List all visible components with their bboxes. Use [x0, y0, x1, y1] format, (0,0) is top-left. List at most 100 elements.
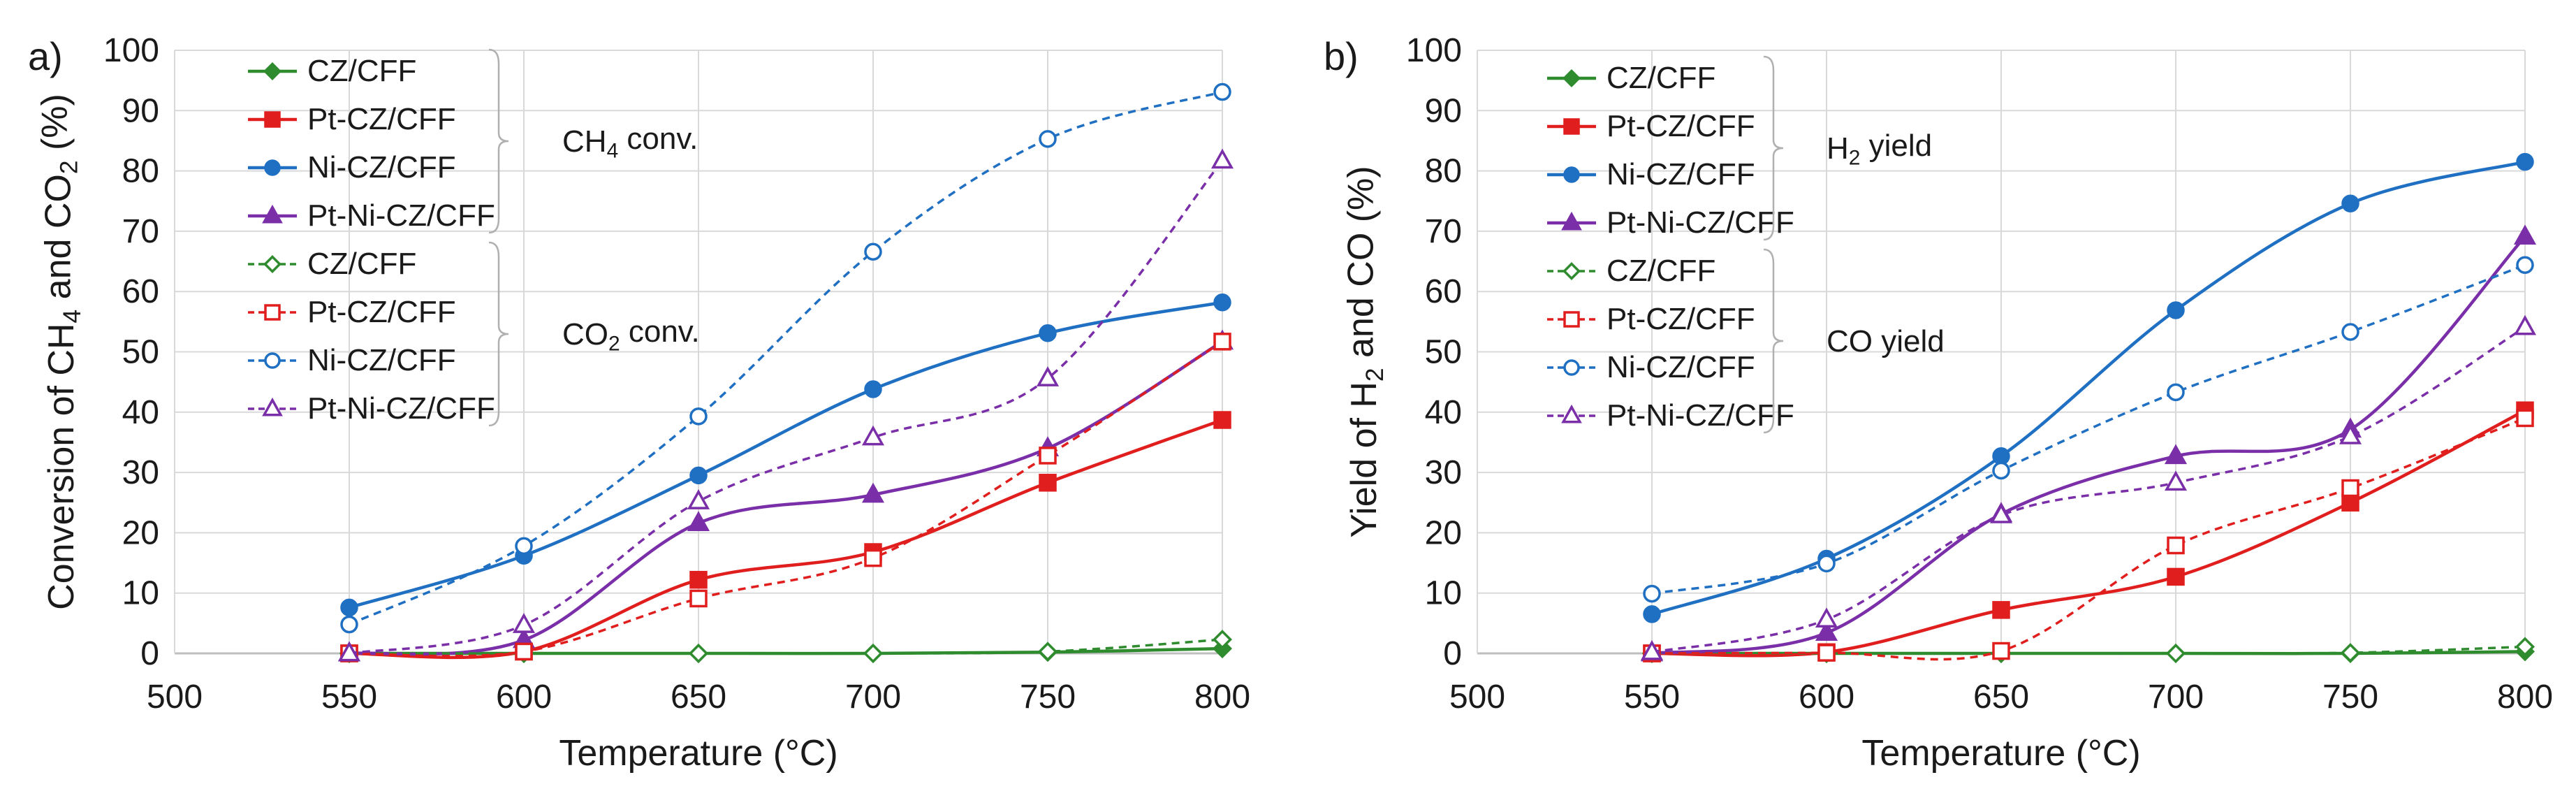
data-point — [1036, 366, 1060, 386]
y-tick-label: 40 — [122, 394, 159, 431]
legend-label: CZ/CFF — [307, 247, 416, 281]
y-tick-label: 30 — [1425, 454, 1462, 491]
subscript: 2 — [55, 160, 82, 174]
group-brace — [488, 241, 509, 427]
legend-marker — [264, 159, 281, 176]
data-point — [2513, 314, 2537, 335]
subscript: 4 — [59, 310, 86, 324]
data-point — [515, 537, 533, 556]
series-line — [1651, 160, 2526, 616]
data-point — [2167, 536, 2185, 555]
series-line — [1651, 326, 2526, 653]
data-point — [2165, 643, 2186, 664]
series-line — [1652, 650, 2526, 655]
text-part: CH — [562, 124, 607, 159]
x-tick-label: 700 — [2148, 679, 2204, 716]
text-part: CO — [562, 317, 608, 351]
subscript: 2 — [1849, 146, 1861, 169]
series-line — [1651, 263, 2526, 595]
group-label: CO yield — [1827, 324, 1945, 358]
y-tick-label: 20 — [122, 514, 159, 551]
legend-marker — [263, 255, 281, 273]
x-tick-label: 500 — [147, 679, 203, 716]
data-point — [2164, 470, 2188, 491]
legend-label: Pt-CZ/CFF — [307, 102, 456, 136]
group-brace — [488, 48, 509, 234]
legend-label: Ni-CZ/CFF — [1607, 157, 1755, 191]
data-point — [2341, 323, 2359, 341]
series-solid-ni-cz-cff — [1643, 152, 2534, 623]
panel-label: a) — [28, 34, 63, 78]
series-line — [349, 90, 1223, 626]
data-point — [864, 242, 882, 261]
text-part: Yield of H — [1344, 382, 1384, 538]
data-point — [1817, 644, 1836, 662]
data-point — [1640, 639, 1664, 660]
x-tick-label: 750 — [1020, 679, 1076, 716]
series-group — [337, 82, 1234, 664]
data-point — [1643, 605, 1661, 623]
data-point — [1037, 641, 1058, 662]
y-tick-label: 90 — [1425, 92, 1462, 129]
data-point — [1992, 447, 2010, 465]
data-point — [340, 598, 358, 617]
group-braces: CH4 conv.CO2 conv. — [488, 48, 700, 427]
y-tick-label: 60 — [1425, 273, 1462, 310]
y-tick-label: 10 — [122, 575, 159, 612]
data-point — [2341, 479, 2359, 498]
legend-item: CZ/CFF — [248, 247, 416, 281]
legend-item: Pt-Ni-CZ/CFF — [248, 391, 495, 426]
data-point — [1213, 333, 1231, 351]
data-point — [340, 615, 358, 634]
x-tick-label: 800 — [1194, 679, 1250, 716]
legend-item: Pt-CZ/CFF — [1547, 109, 1755, 143]
data-point — [689, 466, 708, 485]
x-tick-label: 500 — [1449, 679, 1505, 716]
legend-item: Ni-CZ/CFF — [1547, 157, 1755, 191]
data-point — [863, 643, 884, 664]
data-point — [1817, 554, 1836, 573]
legend-marker — [264, 304, 281, 321]
series-dashed-cz-cff — [1641, 637, 2535, 664]
data-point — [1039, 474, 1057, 492]
legend-item: CZ/CFF — [248, 54, 416, 88]
series-dashed-pt-cz-cff — [1643, 409, 2534, 662]
y-tick-label: 50 — [1425, 334, 1462, 371]
legend-label: Ni-CZ/CFF — [1607, 350, 1755, 384]
data-point — [337, 641, 361, 662]
legend-label: CZ/CFF — [1607, 254, 1715, 288]
y-tick-label: 90 — [122, 92, 159, 129]
legend-item: Pt-CZ/CFF — [248, 295, 456, 329]
data-point — [864, 549, 882, 567]
subscript: 2 — [608, 332, 620, 355]
series-line — [1651, 416, 2526, 661]
x-tick-label: 600 — [496, 679, 552, 716]
subscript: 4 — [607, 139, 619, 162]
legend-item: Pt-Ni-CZ/CFF — [1547, 398, 1794, 433]
legend-marker — [264, 111, 281, 128]
series-line — [349, 159, 1224, 655]
data-point — [2516, 409, 2534, 428]
data-point — [689, 589, 708, 608]
series-solid-ni-cz-cff — [340, 293, 1231, 617]
data-point — [2515, 637, 2535, 657]
legend-label: Pt-Ni-CZ/CFF — [1607, 398, 1794, 433]
data-point — [1992, 601, 2010, 619]
legend-marker — [264, 352, 281, 369]
data-point — [2516, 152, 2534, 171]
legend-label: Pt-Ni-CZ/CFF — [1607, 205, 1794, 240]
series-solid-pt-cz-cff — [340, 411, 1231, 662]
group-braces: H2 yield CO yield — [1763, 55, 1945, 434]
data-point — [2164, 444, 2188, 465]
data-point — [2339, 423, 2362, 444]
data-point — [687, 511, 710, 531]
data-point — [1210, 148, 1234, 169]
y-tick-label: 0 — [1443, 635, 1462, 672]
text-part: conv. — [620, 314, 700, 349]
legend: CZ/CFF Pt-CZ/CFF Ni-CZ/CFF Pt-Ni-CZ/CFF CZ/C… — [1547, 61, 1794, 433]
legend-label: Pt-Ni-CZ/CFF — [307, 198, 495, 233]
series-line — [1651, 409, 2526, 658]
data-point — [1039, 447, 1057, 465]
data-point — [2341, 493, 2359, 512]
text-part: CO yield — [1827, 324, 1945, 358]
